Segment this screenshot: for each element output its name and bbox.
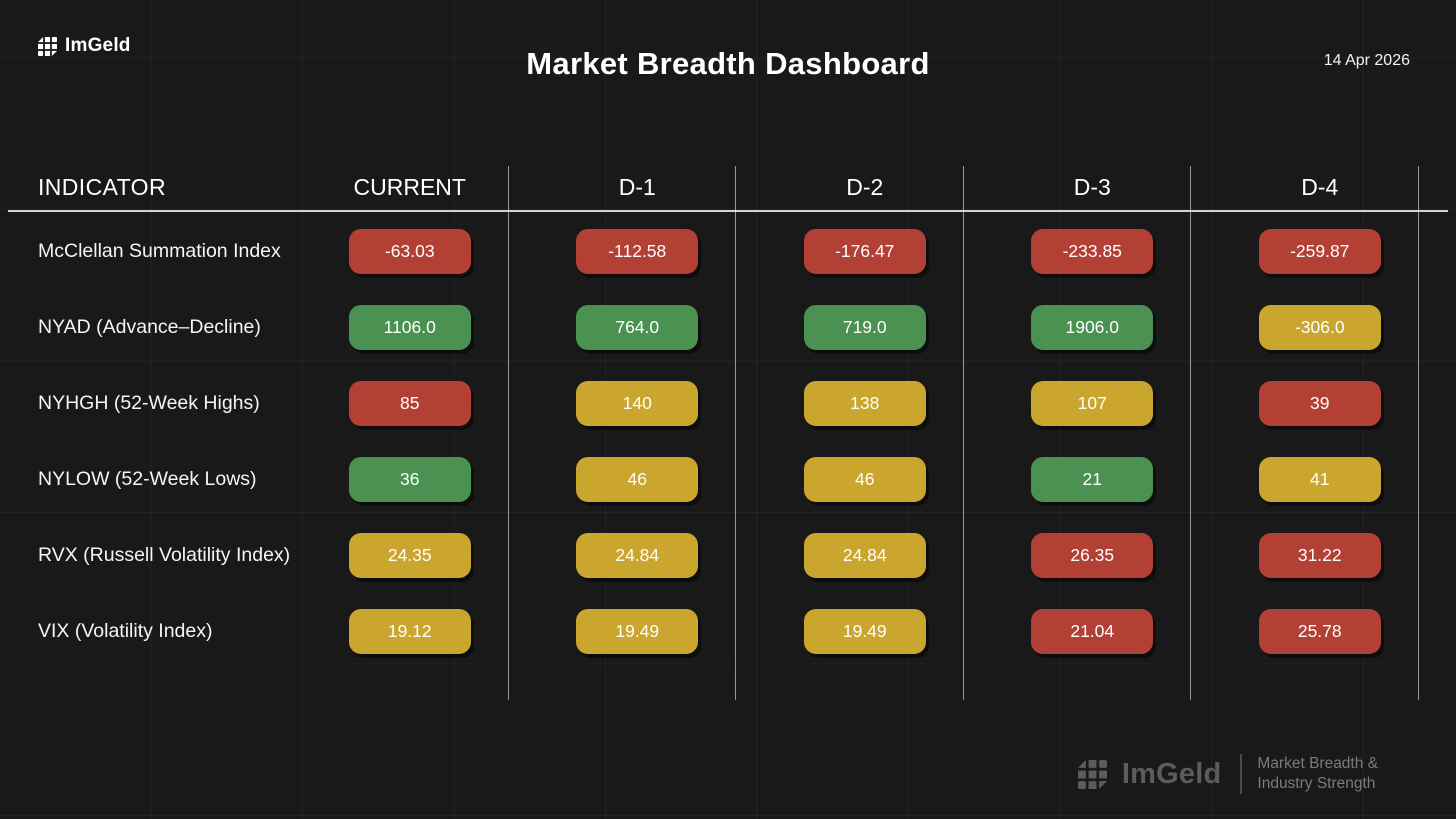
value-cell: 719.0 [751, 304, 979, 350]
value-pill-yellow: 107 [1031, 380, 1154, 426]
value-cell: 24.84 [751, 532, 979, 578]
value-pill-yellow: 19.49 [576, 608, 699, 654]
value-pill-red: 21.04 [1031, 608, 1154, 654]
value-cell: -63.03 [296, 228, 524, 274]
value-pill-red: -176.47 [803, 228, 926, 274]
value-pill-red: 85 [348, 380, 471, 426]
value-cell: 46 [524, 456, 752, 502]
value-pill-red: -259.87 [1258, 228, 1381, 274]
column-header-current: CURRENT [353, 173, 466, 200]
value-cell: -233.85 [979, 228, 1207, 274]
column-header-indicator: INDICATOR [38, 173, 166, 200]
header-underline [8, 210, 1448, 212]
indicator-label: VIX (Volatility Index) [38, 619, 213, 642]
column-separator [735, 166, 736, 700]
value-pill-red: -112.58 [576, 228, 699, 274]
column-header-d-3: D-3 [1073, 173, 1111, 200]
value-pill-green: 1106.0 [348, 304, 471, 350]
value-pill-yellow: 140 [576, 380, 699, 426]
value-cell: 25.78 [1206, 608, 1434, 654]
column-header-d-2: D-2 [846, 173, 884, 200]
value-pill-yellow: 41 [1258, 456, 1381, 502]
value-cell: 24.84 [524, 532, 752, 578]
footer-tagline-line1: Market Breadth & [1257, 755, 1378, 773]
value-cell: -306.0 [1206, 304, 1434, 350]
indicator-label: McClellan Summation Index [38, 239, 281, 262]
value-cell: -259.87 [1206, 228, 1434, 274]
indicator-label: NYAD (Advance–Decline) [38, 315, 261, 338]
value-cell: 39 [1206, 380, 1434, 426]
indicator-label: NYHGH (52-Week Highs) [38, 391, 260, 414]
column-separator [963, 166, 964, 700]
value-cell: 138 [751, 380, 979, 426]
value-cell: 19.49 [524, 608, 752, 654]
value-pill-yellow: 24.84 [576, 532, 699, 578]
column-separator [1418, 166, 1419, 700]
footer-branding: ImGeld Market Breadth & Industry Strengt… [1077, 754, 1378, 794]
column-header-d-1: D-1 [618, 173, 656, 200]
value-cell: 46 [751, 456, 979, 502]
value-pill-green: 21 [1031, 456, 1154, 502]
value-cell: 1906.0 [979, 304, 1207, 350]
value-pill-yellow: 24.35 [348, 532, 471, 578]
value-pill-red: -233.85 [1031, 228, 1154, 274]
indicator-label: NYLOW (52-Week Lows) [38, 467, 257, 490]
footer-tagline-line2: Industry Strength [1257, 775, 1376, 792]
app-logo: ImGeld [38, 35, 131, 57]
value-cell: 41 [1206, 456, 1434, 502]
footer-divider [1240, 754, 1243, 794]
table-body: McClellan Summation Index -63.03 -112.58 -1… [8, 213, 1434, 669]
indicator-label: RVX (Russell Volatility Index) [38, 543, 291, 566]
value-pill-green: 36 [348, 456, 471, 502]
value-pill-red: 31.22 [1258, 532, 1381, 578]
footer-logo-text: ImGeld [1121, 757, 1222, 790]
value-cell: 36 [296, 456, 524, 502]
value-pill-yellow: 24.84 [803, 532, 926, 578]
value-cell: -112.58 [524, 228, 752, 274]
table-header: INDICATOR CURRENT D-1 D-2 D-3 D-4 [8, 163, 1434, 211]
app-logo-text: ImGeld [65, 35, 131, 56]
value-pill-green: 764.0 [576, 304, 699, 350]
report-date: 14 Apr 2026 [1323, 52, 1410, 69]
value-cell: 26.35 [979, 532, 1207, 578]
value-cell: -176.47 [751, 228, 979, 274]
footer-tagline: Market Breadth & Industry Strength [1257, 754, 1378, 794]
value-cell: 107 [979, 380, 1207, 426]
value-cell: 85 [296, 380, 524, 426]
imgeld-grid-icon [1077, 759, 1107, 789]
value-cell: 1106.0 [296, 304, 524, 350]
value-pill-red: -63.03 [348, 228, 471, 274]
value-pill-yellow: 138 [803, 380, 926, 426]
value-cell: 140 [524, 380, 752, 426]
value-cell: 21 [979, 456, 1207, 502]
value-pill-yellow: -306.0 [1258, 304, 1381, 350]
value-pill-yellow: 19.12 [348, 608, 471, 654]
page-title: Market Breadth Dashboard [526, 46, 930, 81]
value-pill-green: 719.0 [803, 304, 926, 350]
value-cell: 19.49 [751, 608, 979, 654]
value-pill-red: 39 [1258, 380, 1381, 426]
value-cell: 19.12 [296, 608, 524, 654]
value-pill-red: 25.78 [1258, 608, 1381, 654]
value-cell: 24.35 [296, 532, 524, 578]
column-separator [508, 166, 509, 700]
value-cell: 31.22 [1206, 532, 1434, 578]
imgeld-grid-icon [38, 36, 57, 56]
value-pill-red: 26.35 [1031, 532, 1154, 578]
column-header-d-4: D-4 [1301, 173, 1339, 200]
value-pill-yellow: 46 [576, 456, 699, 502]
value-cell: 21.04 [979, 608, 1207, 654]
value-cell: 764.0 [524, 304, 752, 350]
value-pill-green: 1906.0 [1031, 304, 1154, 350]
value-pill-yellow: 19.49 [803, 608, 926, 654]
value-pill-yellow: 46 [803, 456, 926, 502]
column-separator [1190, 166, 1191, 700]
